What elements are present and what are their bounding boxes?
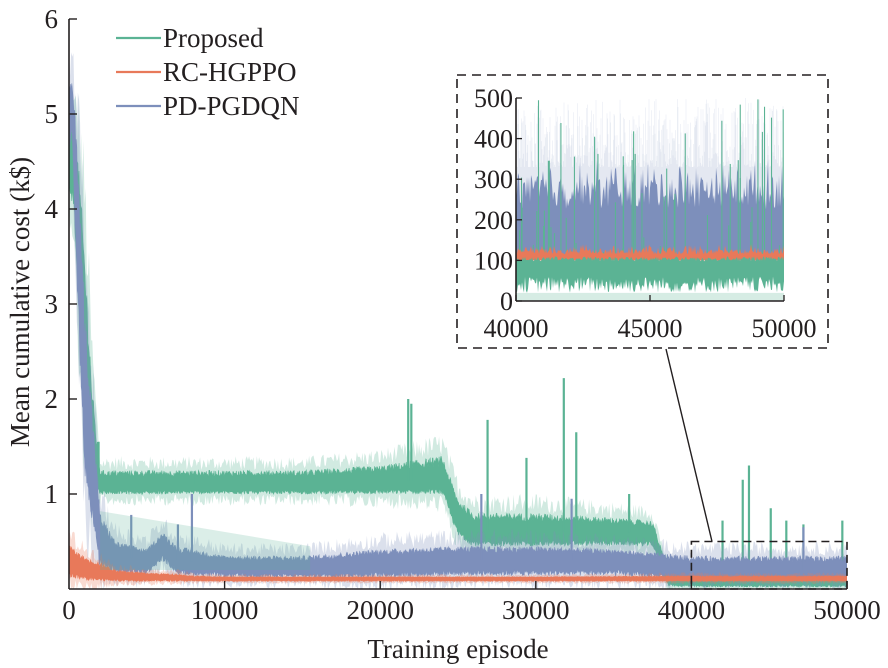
legend-label: RC-HGPPO xyxy=(163,57,297,87)
x-tick-label: 20000 xyxy=(346,595,414,625)
legend-label: PD-PGDQN xyxy=(163,91,300,121)
x-tick-label: 10000 xyxy=(191,595,259,625)
x-tick-label: 40000 xyxy=(658,595,726,625)
x-axis-title: Training episode xyxy=(367,634,548,664)
y-tick-label: 4 xyxy=(45,194,59,224)
series-rc-hgppo xyxy=(69,531,847,589)
inset-y-tick-label: 200 xyxy=(474,206,513,235)
inset-rc-body xyxy=(516,244,784,261)
x-tick-label: 0 xyxy=(62,595,76,625)
inset-pd-body xyxy=(516,160,784,261)
inset-proposed-body xyxy=(516,256,784,293)
legend-item-proposed: Proposed xyxy=(116,23,264,53)
inset-y-tick-label: 300 xyxy=(474,165,513,194)
series-body xyxy=(69,125,847,589)
inset-x-tick-label: 45000 xyxy=(618,314,683,343)
inset-x-tick-label: 50000 xyxy=(752,314,817,343)
zoom-connector-line xyxy=(665,348,713,542)
inset-x-tick-label: 40000 xyxy=(484,314,549,343)
variance-band xyxy=(69,531,847,589)
legend-item-pd-pgdqn: PD-PGDQN xyxy=(116,91,300,121)
x-tick-label: 30000 xyxy=(502,595,570,625)
legend-label: Proposed xyxy=(163,23,264,53)
inset-plot: 0 100 200 300 400 500 40000 45000 50000 xyxy=(474,84,817,343)
x-tick-label: 50000 xyxy=(813,595,881,625)
inset-series-layer xyxy=(516,98,784,301)
zoom-region-rect xyxy=(690,540,848,590)
y-tick-label: 2 xyxy=(45,384,59,414)
main-plot-area: 1 2 3 4 5 6 0 10000 20000 30000 40000 50000 xyxy=(45,4,881,625)
legend: Proposed RC-HGPPO PD-PGDQN xyxy=(116,23,300,121)
variance-band xyxy=(69,94,847,589)
series-body xyxy=(69,545,847,583)
inset-axes: 0 100 200 300 400 500 40000 45000 50000 xyxy=(474,84,817,343)
series-pd-pgdqn xyxy=(69,50,847,590)
proposed-shaded-wedge xyxy=(100,511,311,570)
y-axis-title: Mean cumulative cost (k$) xyxy=(5,157,35,447)
y-tick-label: 6 xyxy=(45,4,59,34)
y-tick-label: 3 xyxy=(45,289,59,319)
series-body xyxy=(69,83,847,581)
y-tick-label: 5 xyxy=(45,99,59,129)
main-axes: 1 2 3 4 5 6 0 10000 20000 30000 40000 50000 xyxy=(45,4,881,625)
inset-y-tick-label: 400 xyxy=(474,125,513,154)
legend-item-rc-hgppo: RC-HGPPO xyxy=(116,57,297,87)
inset-y-tick-label: 100 xyxy=(474,246,513,275)
inset-y-tick-label: 500 xyxy=(474,84,513,113)
y-tick-label: 1 xyxy=(45,479,59,509)
inset-y-tick-label: 0 xyxy=(500,287,513,316)
main-series-layer xyxy=(69,50,847,590)
